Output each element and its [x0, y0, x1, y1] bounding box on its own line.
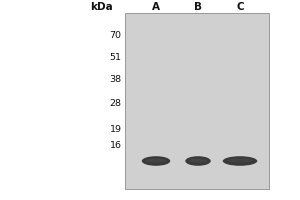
Text: 51: 51 [110, 52, 122, 62]
Text: 16: 16 [110, 142, 122, 150]
Ellipse shape [185, 156, 211, 166]
Ellipse shape [223, 156, 257, 166]
Text: 19: 19 [110, 124, 122, 134]
Ellipse shape [188, 159, 208, 162]
Ellipse shape [142, 156, 170, 166]
Text: 28: 28 [110, 99, 122, 108]
Bar [124, 13, 268, 189]
Text: C: C [236, 2, 244, 12]
Text: A: A [152, 2, 160, 12]
Text: 38: 38 [110, 75, 122, 84]
Ellipse shape [227, 159, 253, 162]
Text: kDa: kDa [90, 2, 112, 12]
Text: B: B [194, 2, 202, 12]
Text: 70: 70 [110, 30, 122, 40]
Ellipse shape [145, 159, 167, 162]
